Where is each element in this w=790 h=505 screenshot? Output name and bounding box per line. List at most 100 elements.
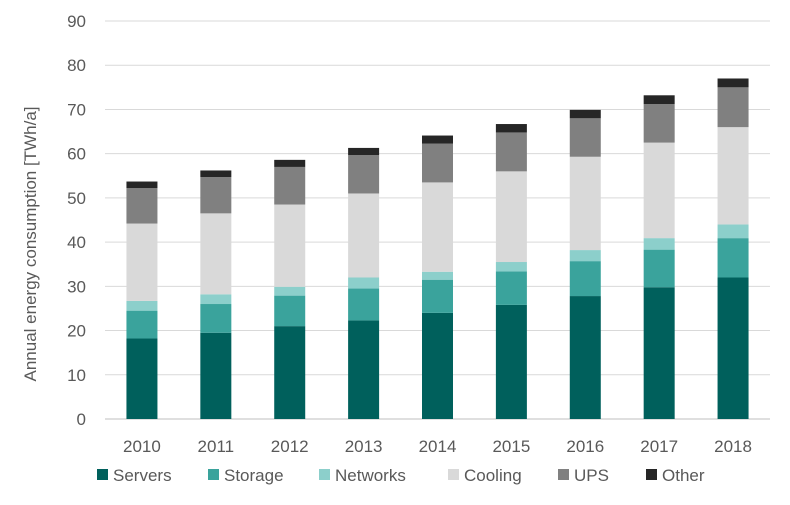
legend-swatch	[646, 469, 657, 480]
x-tick-label: 2016	[566, 437, 604, 456]
legend-swatch	[319, 469, 330, 480]
bar-segment-other	[495, 124, 527, 133]
bar-segment-networks	[495, 262, 527, 272]
bar-stack-2011	[200, 170, 232, 419]
bar-stack-2017	[643, 95, 675, 419]
bar-segment-cooling	[348, 193, 380, 278]
y-tick-label: 40	[67, 233, 86, 252]
legend-swatch	[208, 469, 219, 480]
bar-segment-storage	[274, 295, 306, 327]
bar-segment-ups	[717, 87, 749, 128]
y-axis-title: Annual energy consumption [TWh/a]	[21, 107, 40, 382]
legend-swatch	[97, 469, 108, 480]
bar-segment-networks	[200, 294, 232, 305]
bar-segment-storage	[200, 304, 232, 333]
bar-segment-servers	[643, 287, 675, 419]
bar-segment-ups	[126, 188, 158, 224]
bar-segment-storage	[495, 271, 527, 305]
y-tick-label: 10	[67, 366, 86, 385]
bar-segment-storage	[643, 249, 675, 288]
bar-segment-other	[126, 181, 158, 189]
bar-segment-servers	[274, 326, 306, 419]
bar-segment-other	[422, 135, 453, 144]
bar-segment-other	[348, 147, 380, 155]
bar-segment-servers	[126, 338, 158, 419]
bar-segment-other	[569, 109, 601, 119]
bar-segment-other	[643, 95, 675, 105]
y-tick-label: 0	[77, 410, 86, 429]
bar-segment-servers	[422, 312, 453, 419]
legend-label: Other	[662, 466, 705, 485]
legend-label: UPS	[574, 466, 609, 485]
bar-segment-cooling	[200, 213, 232, 295]
bar-segment-storage	[422, 279, 453, 313]
legend-item-networks: Networks	[319, 466, 406, 485]
x-tick-label: 2018	[714, 437, 752, 456]
bar-stack-2010	[126, 181, 158, 419]
bar-segment-networks	[274, 286, 306, 296]
x-tick-label: 2017	[640, 437, 678, 456]
x-tick-label: 2015	[492, 437, 530, 456]
legend-label: Cooling	[464, 466, 522, 485]
legend-item-cooling: Cooling	[448, 466, 522, 485]
y-tick-label: 50	[67, 189, 86, 208]
bar-segment-ups	[422, 143, 453, 183]
bar-stack-2012	[274, 159, 306, 419]
legend-item-storage: Storage	[208, 466, 284, 485]
bar-segment-networks	[126, 300, 158, 311]
bar-segment-storage	[717, 238, 749, 278]
bar-stack-2014	[422, 135, 453, 419]
bar-segment-cooling	[126, 223, 158, 301]
legend: Servers Storage Networks Cooling UPS Other	[97, 466, 705, 485]
y-tick-label: 60	[67, 145, 86, 164]
bar-stack-2015	[495, 124, 527, 419]
legend-label: Servers	[113, 466, 172, 485]
bars	[126, 78, 749, 419]
bar-segment-servers	[348, 320, 380, 419]
bar-segment-ups	[643, 104, 675, 143]
bar-segment-networks	[348, 277, 380, 289]
bar-segment-ups	[348, 154, 380, 194]
bar-segment-servers	[495, 304, 527, 419]
legend-item-ups: UPS	[558, 466, 609, 485]
bar-stack-2018	[717, 78, 749, 419]
bar-segment-cooling	[495, 171, 527, 263]
bar-segment-cooling	[422, 182, 453, 272]
legend-swatch	[448, 469, 459, 480]
bar-segment-other	[717, 78, 749, 88]
legend-label: Networks	[335, 466, 406, 485]
y-tick-label: 70	[67, 100, 86, 119]
y-tick-label: 20	[67, 322, 86, 341]
bar-segment-networks	[717, 224, 749, 239]
bar-segment-networks	[422, 271, 453, 280]
legend-label: Storage	[224, 466, 284, 485]
x-axis-ticks: 2010 2011 2012 2013 2014 2015 2016 2017 2018	[123, 437, 752, 456]
bar-segment-servers	[717, 277, 749, 419]
legend-item-servers: Servers	[97, 466, 172, 485]
bar-segment-networks	[643, 238, 675, 250]
bar-segment-storage	[569, 261, 601, 297]
bar-segment-cooling	[569, 156, 601, 251]
y-tick-label: 30	[67, 277, 86, 296]
bar-segment-networks	[569, 250, 601, 262]
bar-segment-cooling	[274, 204, 306, 287]
x-tick-label: 2011	[198, 437, 235, 456]
bar-segment-other	[200, 170, 232, 178]
x-tick-label: 2014	[419, 437, 457, 456]
bar-segment-storage	[126, 310, 158, 339]
x-tick-label: 2013	[345, 437, 383, 456]
y-tick-label: 90	[67, 12, 86, 31]
y-axis-ticks: 0 10 20 30 40 50 60 70 80 90	[67, 12, 86, 429]
legend-item-other: Other	[646, 466, 705, 485]
bar-segment-servers	[569, 296, 601, 419]
bar-segment-ups	[200, 177, 232, 214]
bar-segment-servers	[200, 332, 232, 419]
bar-segment-cooling	[717, 127, 749, 225]
bar-segment-ups	[495, 132, 527, 172]
bar-stack-2013	[348, 147, 380, 419]
x-tick-label: 2012	[271, 437, 309, 456]
bar-stack-2016	[569, 109, 601, 419]
y-tick-label: 80	[67, 56, 86, 75]
bar-segment-storage	[348, 288, 380, 321]
